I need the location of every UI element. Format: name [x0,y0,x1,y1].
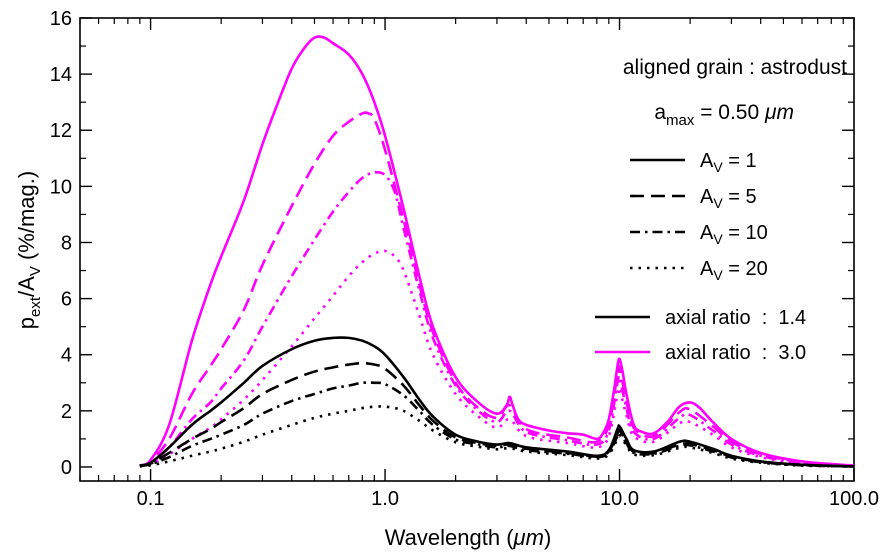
y-tick-label: 14 [50,64,72,86]
series-line-3 [139,249,855,468]
y-tick-label: 0 [61,457,72,479]
legend-av: AV = 1 AV = 5 AV = 10 AV = 20 [630,150,768,283]
y-tick-label: 2 [61,401,72,423]
annotation-amax: amax = 0.50 μm [654,101,794,129]
legend-ratio-30-label: axial ratio : 3.0 [665,342,806,364]
legend-av20-label: AV = 20 [700,258,768,283]
y-tick-label: 12 [50,120,72,142]
series-line-7 [139,405,855,468]
legend-axial-ratio: axial ratio : 1.4 axial ratio : 3.0 [595,307,806,364]
series-line-0 [139,35,855,467]
x-axis-label: Wavelength (μm) [385,525,552,550]
series-line-1 [139,111,855,467]
x-tick-label: 0.1 [137,488,165,510]
x-tick-label: 10.0 [600,488,639,510]
series-line-5 [139,361,855,468]
series-layer [139,35,855,468]
x-tick-label: 1.0 [371,488,399,510]
plot-frame [79,17,855,482]
legend-av5-label: AV = 5 [700,186,757,211]
y-tick-label: 6 [61,289,72,311]
annotation-title: aligned grain : astrodust [623,56,847,79]
series-line-6 [139,381,855,468]
y-tick-label: 8 [61,232,72,254]
x-tick-label: 100.0 [829,488,879,510]
legend-av1-label: AV = 1 [700,150,757,175]
y-tick-label: 10 [50,176,72,198]
legend-ratio-14-label: axial ratio : 1.4 [665,307,806,329]
axis-ticks: 0.1 1.0 10.0 100.0 0 2 4 6 8 10 12 14 16 [50,8,879,510]
y-tick-label: 4 [61,345,72,367]
y-axis-label: pext/AV (%/mag.) [14,171,44,329]
series-line-2 [139,170,855,468]
y-tick-label: 16 [50,8,72,30]
legend-av10-label: AV = 10 [700,222,768,247]
series-line-4 [139,336,855,468]
